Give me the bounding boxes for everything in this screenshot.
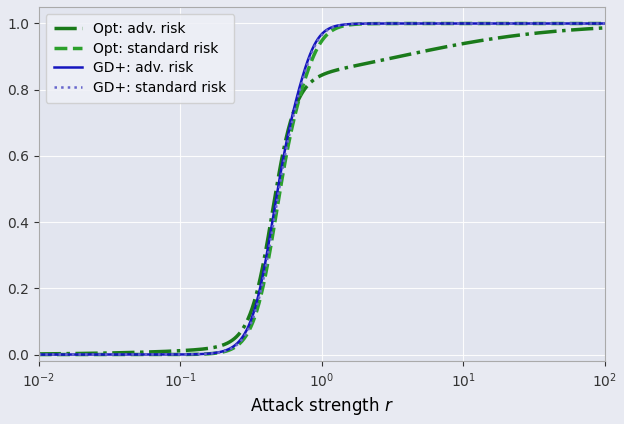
GD+: standard risk: (0.016, 9.65e-09): standard risk: (0.016, 9.65e-09) xyxy=(64,352,71,357)
Line: GD+: adv. risk: GD+: adv. risk xyxy=(39,23,605,354)
Opt: adv. risk: (14.1, 0.95): adv. risk: (14.1, 0.95) xyxy=(480,37,488,42)
Line: Opt: standard risk: Opt: standard risk xyxy=(39,23,605,354)
Opt: adv. risk: (0.01, 0.00194): adv. risk: (0.01, 0.00194) xyxy=(35,351,42,357)
Opt: adv. risk: (100, 0.987): adv. risk: (100, 0.987) xyxy=(601,25,608,31)
GD+: standard risk: (0.69, 0.787): standard risk: (0.69, 0.787) xyxy=(295,92,303,97)
Opt: standard risk: (0.69, 0.769): standard risk: (0.69, 0.769) xyxy=(295,98,303,103)
Opt: adv. risk: (0.016, 0.0028): adv. risk: (0.016, 0.0028) xyxy=(64,351,71,356)
Opt: standard risk: (0.01, 6.7e-10): standard risk: (0.01, 6.7e-10) xyxy=(35,352,42,357)
Legend: Opt: adv. risk, Opt: standard risk, GD+: adv. risk, GD+: standard risk: Opt: adv. risk, Opt: standard risk, GD+:… xyxy=(46,14,235,103)
Line: GD+: standard risk: GD+: standard risk xyxy=(39,23,605,354)
Opt: standard risk: (0.881, 0.903): standard risk: (0.881, 0.903) xyxy=(310,53,318,58)
Opt: standard risk: (76.2, 1): standard risk: (76.2, 1) xyxy=(584,21,592,26)
Opt: adv. risk: (76.5, 0.984): adv. risk: (76.5, 0.984) xyxy=(585,26,592,31)
GD+: adv. risk: (100, 1): adv. risk: (100, 1) xyxy=(601,21,608,26)
Opt: standard risk: (76.5, 1): standard risk: (76.5, 1) xyxy=(585,21,592,26)
GD+: standard risk: (0.01, 7.53e-10): standard risk: (0.01, 7.53e-10) xyxy=(35,352,42,357)
Opt: adv. risk: (76.2, 0.984): adv. risk: (76.2, 0.984) xyxy=(584,26,592,31)
Opt: adv. risk: (0.69, 0.772): adv. risk: (0.69, 0.772) xyxy=(295,96,303,101)
GD+: standard risk: (76.5, 1): standard risk: (76.5, 1) xyxy=(585,21,592,26)
GD+: adv. risk: (14.1, 1): adv. risk: (14.1, 1) xyxy=(480,21,488,26)
Opt: standard risk: (14.1, 1): standard risk: (14.1, 1) xyxy=(480,21,488,26)
Opt: standard risk: (100, 1): standard risk: (100, 1) xyxy=(601,21,608,26)
GD+: adv. risk: (0.881, 0.932): adv. risk: (0.881, 0.932) xyxy=(310,43,318,48)
GD+: adv. risk: (76.2, 1): adv. risk: (76.2, 1) xyxy=(584,21,592,26)
GD+: standard risk: (0.881, 0.926): standard risk: (0.881, 0.926) xyxy=(310,45,318,50)
GD+: standard risk: (76.2, 1): standard risk: (76.2, 1) xyxy=(584,21,592,26)
GD+: adv. risk: (0.01, 8.48e-10): adv. risk: (0.01, 8.48e-10) xyxy=(35,352,42,357)
GD+: standard risk: (100, 1): standard risk: (100, 1) xyxy=(601,21,608,26)
GD+: adv. risk: (0.016, 1.09e-08): adv. risk: (0.016, 1.09e-08) xyxy=(64,352,71,357)
GD+: standard risk: (14.1, 1): standard risk: (14.1, 1) xyxy=(480,21,488,26)
GD+: adv. risk: (0.69, 0.799): adv. risk: (0.69, 0.799) xyxy=(295,87,303,92)
Opt: adv. risk: (0.881, 0.83): adv. risk: (0.881, 0.83) xyxy=(310,77,318,82)
Line: Opt: adv. risk: Opt: adv. risk xyxy=(39,28,605,354)
X-axis label: Attack strength $r$: Attack strength $r$ xyxy=(250,395,394,417)
GD+: adv. risk: (76.5, 1): adv. risk: (76.5, 1) xyxy=(585,21,592,26)
Opt: standard risk: (0.016, 8.59e-09): standard risk: (0.016, 8.59e-09) xyxy=(64,352,71,357)
